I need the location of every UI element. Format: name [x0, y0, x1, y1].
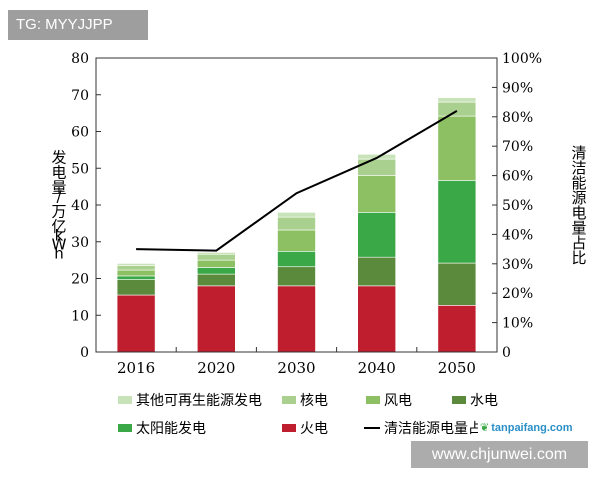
- bar-hydro-2020: [197, 273, 236, 287]
- bar-solar-2020: [197, 267, 236, 275]
- y2-axis-label: 清洁能源电量占比: [571, 144, 586, 267]
- left-tick-label: 20: [71, 272, 89, 288]
- bar-other_renewable-2020: [197, 252, 236, 255]
- bar-solar-2040: [357, 212, 397, 258]
- bar-wind-2050: [437, 115, 477, 181]
- legend-label-other_renewable: 其他可再生能源发电: [136, 393, 262, 409]
- right-tick-label: 60%: [502, 169, 533, 185]
- legend-swatch-thermal: [282, 424, 296, 432]
- x-tick-label: 2050: [438, 359, 476, 377]
- bar-thermal-2030: [277, 285, 316, 353]
- bar-nuclear-2016: [116, 265, 156, 271]
- legend-item-line: 清洁能源电量占比: [364, 421, 496, 437]
- right-tick-label: 10%: [502, 316, 533, 332]
- left-tick-label: 60: [71, 125, 89, 141]
- bar-hydro-2016: [116, 279, 156, 296]
- bar-thermal-2020: [197, 285, 236, 353]
- bar-hydro-2050: [437, 262, 477, 306]
- bar-nuclear-2020: [197, 253, 236, 261]
- bar-nuclear-2040: [357, 158, 397, 176]
- bar-solar-2016: [116, 275, 156, 280]
- x-tick-label: 2020: [197, 359, 235, 377]
- watermark-tag: TG: MYYJJPP: [8, 10, 148, 40]
- legend-label-nuclear: 核电: [300, 393, 328, 409]
- left-tick-label: 0: [80, 345, 89, 361]
- leaf-icon: ❦: [480, 422, 490, 434]
- right-tick-label: 80%: [502, 110, 533, 126]
- legend-item-other_renewable: 其他可再生能源发电: [118, 393, 262, 409]
- bar-other_renewable-2050: [437, 97, 477, 103]
- bar-thermal-2016: [116, 294, 156, 353]
- legend-item-thermal: 火电: [282, 421, 328, 437]
- right-tick-label: 40%: [502, 227, 533, 243]
- legend-label-wind: 风电: [384, 393, 412, 409]
- watermark-site: www.chjunwei.com: [411, 441, 588, 468]
- right-tick-label: 30%: [502, 257, 533, 273]
- y-axis-label: 发电量/万亿kWh: [51, 149, 66, 263]
- x-tick-label: 2030: [277, 359, 315, 377]
- right-tick-label: 100%: [502, 51, 542, 67]
- legend-swatch-hydro: [452, 396, 466, 404]
- bar-other_renewable-2030: [277, 212, 316, 218]
- x-tick-label: 2040: [358, 359, 396, 377]
- legend-item-solar: 太阳能发电: [118, 421, 206, 437]
- legend-swatch-other_renewable: [118, 396, 132, 404]
- bar-wind-2016: [116, 269, 156, 277]
- bar-thermal-2040: [357, 285, 397, 353]
- left-tick-label: 80: [71, 51, 89, 67]
- bar-wind-2020: [197, 259, 236, 268]
- legend-swatch-wind: [366, 396, 380, 404]
- legend-label-line: 清洁能源电量占比: [384, 421, 496, 437]
- legend-item-hydro: 水电: [452, 393, 498, 409]
- line-clean-energy-share: [136, 110, 458, 252]
- left-tick-label: 30: [71, 235, 89, 251]
- right-tick-label: 20%: [502, 286, 533, 302]
- legend-swatch-solar: [118, 424, 132, 432]
- bar-stacks: [116, 97, 477, 353]
- right-tick-label: 50%: [502, 198, 533, 214]
- bar-wind-2030: [277, 229, 316, 252]
- chart-axes: 01020304050607080010%20%30%40%50%60%70%8…: [51, 51, 586, 377]
- x-tick-label: 2016: [117, 359, 155, 377]
- bar-solar-2050: [437, 180, 477, 264]
- bar-other_renewable-2016: [116, 263, 156, 266]
- legend-label-hydro: 水电: [470, 393, 498, 409]
- bar-solar-2030: [277, 251, 316, 268]
- bar-thermal-2050: [437, 305, 477, 353]
- right-tick-label: 70%: [502, 139, 533, 155]
- legend-label-solar: 太阳能发电: [136, 421, 206, 437]
- left-tick-label: 40: [71, 198, 89, 214]
- legend-item-wind: 风电: [366, 393, 412, 409]
- watermark-logo: ❦ tanpaifang.com: [478, 420, 575, 436]
- bar-hydro-2030: [277, 266, 316, 287]
- bar-hydro-2040: [357, 256, 397, 287]
- bar-other_renewable-2040: [357, 153, 397, 160]
- left-tick-label: 10: [71, 308, 89, 324]
- right-tick-label: 90%: [502, 80, 533, 96]
- bar-wind-2040: [357, 175, 397, 213]
- legend-label-thermal: 火电: [300, 421, 328, 437]
- clean-energy-share-line: [136, 110, 458, 252]
- right-tick-label: 0: [502, 345, 511, 361]
- left-tick-label: 50: [71, 161, 89, 177]
- bar-nuclear-2030: [277, 216, 316, 231]
- legend-swatch-nuclear: [282, 396, 296, 404]
- bar-nuclear-2050: [437, 101, 477, 117]
- legend-item-nuclear: 核电: [282, 393, 328, 409]
- watermark-logo-text: tanpaifang.com: [491, 422, 573, 434]
- left-tick-label: 70: [71, 88, 89, 104]
